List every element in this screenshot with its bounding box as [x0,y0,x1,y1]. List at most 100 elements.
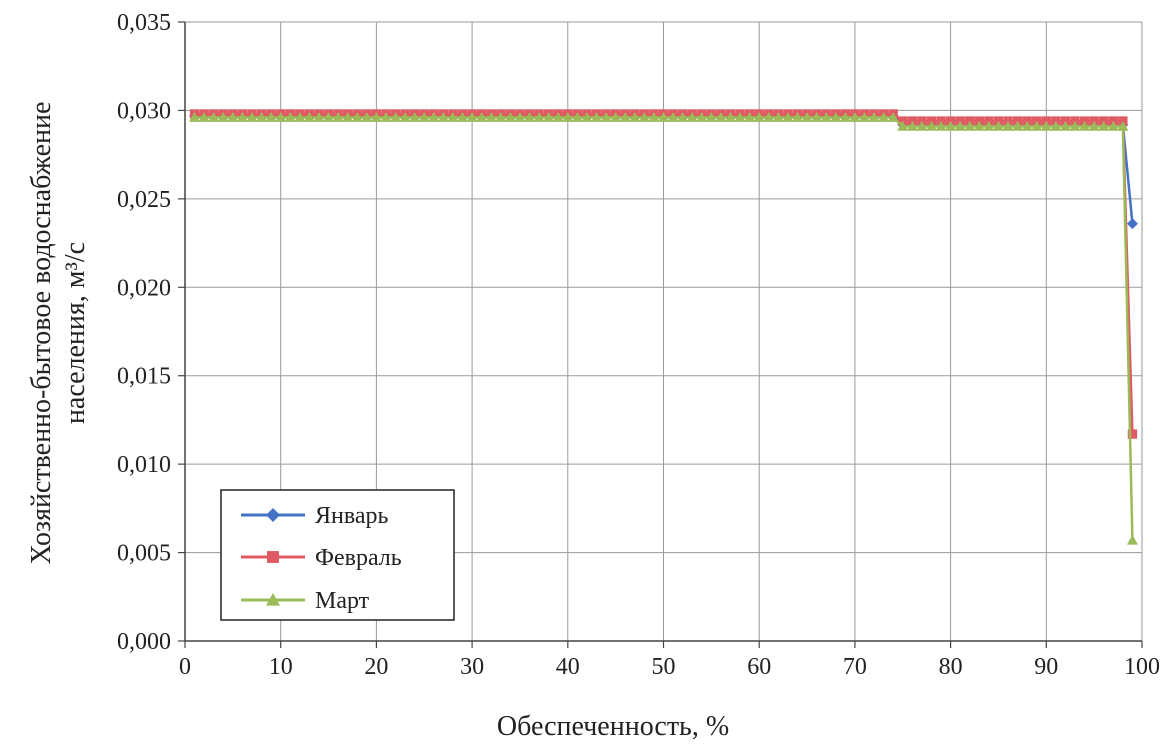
x-axis-title: Обеспеченность, % [497,711,729,742]
data-point [658,112,669,122]
data-point [849,112,861,122]
data-point [524,112,536,122]
legend-box [220,489,455,621]
data-point [236,112,248,122]
data-point [303,112,315,122]
data-point [906,120,918,131]
data-point [1107,120,1119,131]
x-tick-label: 30 [460,654,484,680]
legend-entry: Март [241,588,370,614]
data-point [705,112,717,122]
data-point [1069,120,1081,131]
data-point [667,112,679,122]
data-point [1050,120,1062,131]
data-point [256,112,268,122]
data-point [782,112,794,122]
x-tick-label: 0 [179,654,191,680]
data-point [715,112,727,122]
y-tick-labels: 0,000 0,005 0,010 0,015 0,020 0,025 0,030 0,035 [117,10,171,655]
x-tick-label: 100 [1124,654,1160,680]
legend-marker [266,593,280,606]
data-point [495,112,507,122]
data-point [284,112,296,122]
data-point [629,112,641,122]
data-point [744,112,756,122]
data-point [591,112,603,122]
data-point [323,112,335,122]
legend-label: Январь [315,503,389,529]
data-point [1031,120,1043,131]
data-point [198,112,210,122]
y-tick-label: 0,005 [117,541,171,567]
data-point [619,112,631,122]
data-point [820,112,832,122]
data-point [418,112,430,122]
x-tick-label: 90 [1034,654,1058,680]
data-point [1079,120,1091,131]
data-point [677,112,689,122]
data-point [208,112,220,122]
data-point [935,120,947,131]
series-3 [189,112,1138,545]
data-point [457,112,469,122]
legend-label: Март [315,588,370,614]
legend-marker [267,551,279,563]
data-point [887,112,899,122]
data-point [543,112,555,122]
data-point [791,112,803,122]
data-point [839,112,851,122]
legend: Январь Февраль Март [220,489,455,621]
data-point [399,112,411,122]
data-point [370,112,382,122]
data-point [1021,120,1033,131]
data-point [342,112,354,122]
axes [178,21,1143,648]
data-point [504,112,516,122]
y-tick-label: 0,000 [117,629,171,655]
data-point [275,112,287,122]
data-point [380,112,392,122]
data-point [409,112,421,122]
data-point [1126,534,1138,545]
data-point [332,112,344,122]
data-point [246,112,258,122]
data-point [265,112,277,122]
x-tick-label: 60 [747,654,771,680]
x-tick-label: 10 [269,654,293,680]
y-tick-label: 0,015 [117,364,171,390]
data-point [916,120,928,131]
legend-entry: Январь [241,503,389,529]
series-group [189,109,1138,545]
data-point [313,112,325,122]
data-point [294,112,306,122]
data-point [638,112,650,122]
y-tick-label: 0,035 [117,10,171,36]
data-point [447,112,459,122]
data-point [437,112,449,122]
data-point [351,112,363,122]
data-point [1002,120,1014,131]
data-point [610,112,622,122]
data-point [600,112,612,122]
data-point [485,112,497,122]
data-point [1127,429,1138,439]
x-tick-labels: 0 10 20 30 40 50 60 70 80 90 100 [179,654,1160,680]
x-tick-label: 50 [652,654,676,680]
data-point [1088,120,1100,131]
data-point [753,112,765,122]
data-point [772,112,784,122]
data-point [552,112,564,122]
data-point [1012,120,1024,131]
data-point [696,112,708,122]
x-tick-label: 20 [364,654,388,680]
data-point [945,120,957,131]
data-point [1059,120,1071,131]
data-point [1098,120,1110,131]
data-point [983,120,995,131]
data-point [734,112,746,122]
data-point [878,112,890,122]
data-point [533,112,545,122]
legend-entry: Февраль [241,545,402,571]
data-point [476,112,488,122]
